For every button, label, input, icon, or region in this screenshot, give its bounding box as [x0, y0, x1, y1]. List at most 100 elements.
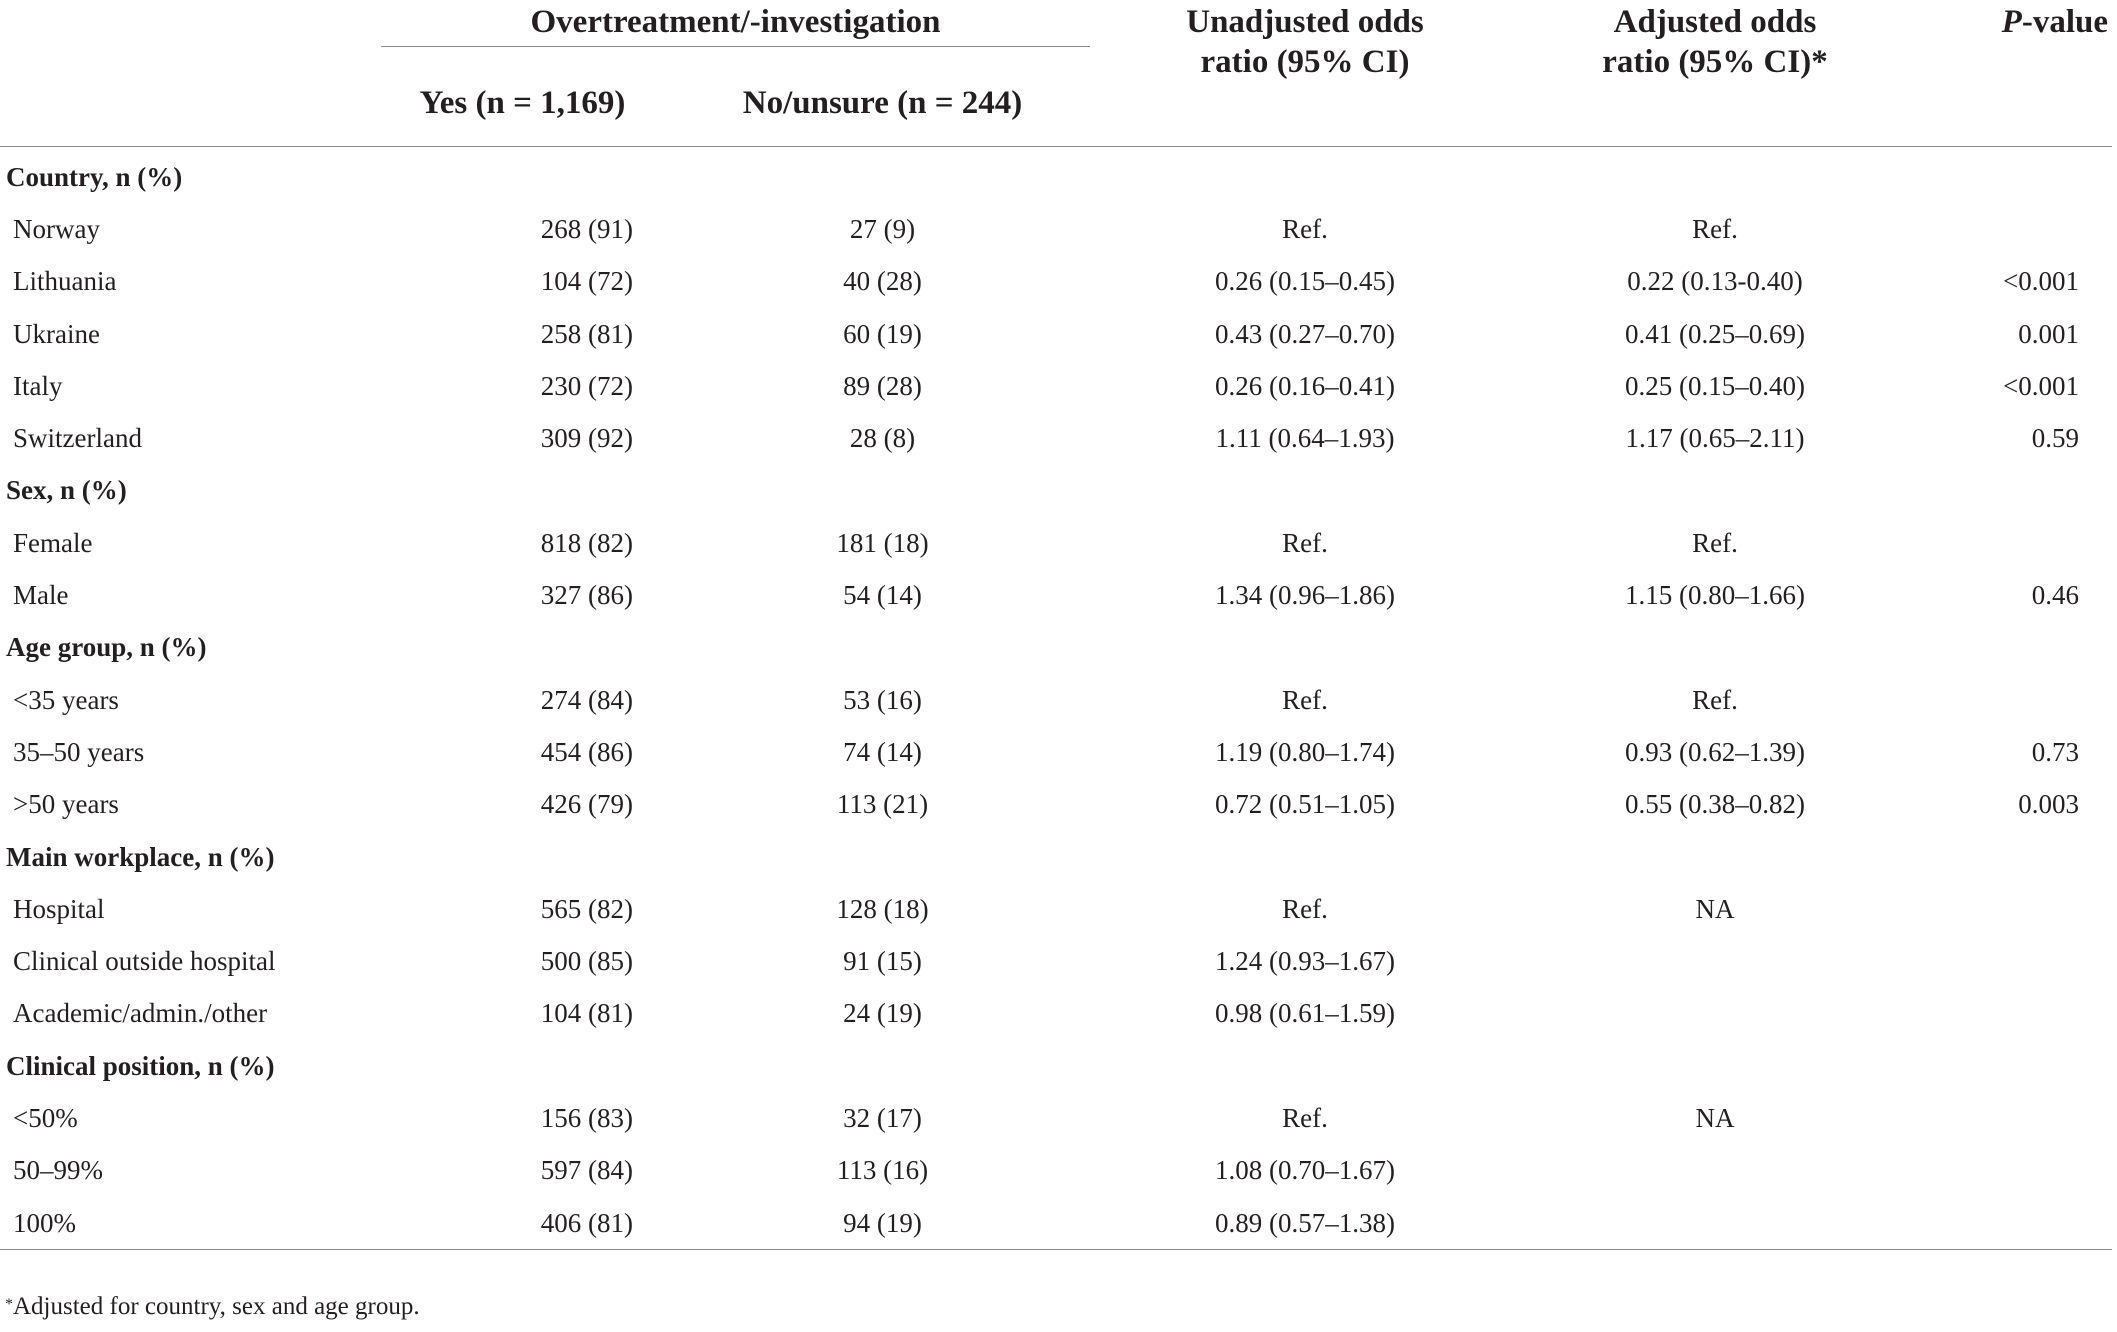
section-row: Country, n (%) [0, 147, 2112, 204]
no-unsure-count-cell: 113 (21) [836, 789, 929, 820]
p-value-header: P-value [1920, 0, 2112, 147]
adjusted-or-header-line2: ratio (95% CI)* [1602, 44, 1828, 80]
yes-count-value: 406 (81) [540, 1207, 633, 1238]
unadjusted-or-cell: 1.19 (0.80–1.74) [1215, 736, 1395, 767]
yes-count-value: 597 (84) [540, 1155, 633, 1186]
p-value-cell: 0.003 [2018, 789, 2079, 820]
p-value-cell [1920, 203, 2112, 255]
unadjusted-or-cell: 0.98 (0.61–1.59) [1215, 998, 1395, 1029]
row-label: Italy [13, 370, 63, 401]
yes-count-cell: 565 (82) [380, 883, 665, 935]
yes-count-value: 104 (81) [540, 998, 633, 1029]
yes-count-value: 104 (72) [540, 266, 633, 297]
row-label: Switzerland [13, 423, 142, 454]
p-value-cell [1920, 517, 2112, 569]
yes-count-value: 327 (86) [540, 580, 633, 611]
stub-header-bottom [0, 59, 380, 147]
no-unsure-count-cell: 113 (16) [836, 1155, 929, 1186]
row-label: Hospital [13, 893, 105, 924]
p-value-cell: 0.001 [2018, 318, 2079, 349]
row-label: Female [13, 527, 93, 558]
yes-count-value: 309 (92) [540, 423, 633, 454]
yes-count-cell: 597 (84) [380, 1145, 665, 1197]
yes-count-value: 818 (82) [540, 527, 633, 558]
unadjusted-or-cell: 1.24 (0.93–1.67) [1215, 946, 1395, 977]
unadjusted-or-cell: 1.34 (0.96–1.86) [1215, 580, 1395, 611]
unadjusted-or-cell: 0.26 (0.16–0.41) [1215, 370, 1395, 401]
row-label: Male [13, 580, 69, 611]
unadjusted-or-cell: 1.08 (0.70–1.67) [1215, 1155, 1395, 1186]
unadjusted-or-header: Unadjusted odds ratio (95% CI) [1100, 0, 1510, 147]
yes-header: Yes (n = 1,169) [380, 59, 665, 147]
section-label: Clinical position, n (%) [6, 1050, 275, 1081]
adjusted-or-cell: 0.22 (0.13-0.40) [1627, 266, 1803, 297]
table-row: Ukraine 258 (81) 60 (19) 0.43 (0.27–0.70) 0.… [0, 308, 2112, 360]
no-unsure-count-cell: 74 (14) [843, 736, 922, 767]
section-label: Age group, n (%) [6, 632, 207, 663]
no-unsure-count-cell: 54 (14) [843, 580, 922, 611]
unadjusted-or-cell: Ref. [1282, 527, 1328, 558]
yes-count-cell: 258 (81) [380, 308, 665, 360]
section-row: Age group, n (%) [0, 622, 2112, 674]
adjusted-or-cell [1510, 988, 1920, 1040]
section-row: Sex, n (%) [0, 465, 2112, 517]
row-label: Lithuania [13, 266, 117, 297]
yes-count-cell: 156 (83) [380, 1092, 665, 1144]
yes-count-cell: 309 (92) [380, 412, 665, 464]
table-header: Overtreatment/-investigation Unadjusted … [0, 0, 2112, 147]
p-value-cell [1920, 935, 2112, 987]
adjusted-or-cell [1510, 935, 1920, 987]
yes-count-value: 426 (79) [540, 789, 633, 820]
table-row: Lithuania 104 (72) 40 (28) 0.26 (0.15–0.45)… [0, 256, 2112, 308]
unadjusted-or-cell: 1.11 (0.64–1.93) [1215, 423, 1395, 454]
row-label: 100% [0, 1196, 380, 1251]
no-unsure-count-cell: 53 (16) [843, 684, 922, 715]
no-unsure-count-cell: 94 (19) [665, 1196, 1100, 1251]
adjusted-or-header-line1: Adjusted odds [1613, 4, 1817, 40]
section-label: Main workplace, n (%) [6, 841, 275, 872]
adjusted-or-header: Adjusted odds ratio (95% CI)* [1510, 0, 1920, 147]
adjusted-or-cell: Ref. [1692, 527, 1738, 558]
no-unsure-count-cell: 24 (19) [843, 998, 922, 1029]
no-unsure-count-cell: 32 (17) [843, 1102, 922, 1133]
no-unsure-count-cell: 28 (8) [849, 423, 916, 454]
no-unsure-count-cell: 40 (28) [843, 266, 922, 297]
yes-count-value: 230 (72) [540, 370, 633, 401]
yes-count-value: 258 (81) [540, 318, 633, 349]
unadjusted-or-cell: Ref. [1282, 684, 1328, 715]
p-value-cell [1920, 674, 2112, 726]
row-label: <35 years [13, 684, 119, 715]
unadjusted-or-cell: Ref. [1282, 213, 1328, 244]
section-row: Clinical position, n (%) [0, 1040, 2112, 1092]
yes-count-cell: 426 (79) [380, 779, 665, 831]
yes-count-cell: 104 (72) [380, 256, 665, 308]
yes-count-value: 565 (82) [540, 893, 633, 924]
results-table: Overtreatment/-investigation Unadjusted … [0, 0, 2112, 1251]
unadjusted-or-header-line2: ratio (95% CI) [1200, 44, 1410, 80]
yes-count-cell: 104 (81) [380, 988, 665, 1040]
group-header-label: Overtreatment/-investigation [381, 2, 1090, 47]
yes-count-cell: 230 (72) [380, 360, 665, 412]
p-value-header-rest: -value [2021, 4, 2108, 40]
yes-count-value: 500 (85) [540, 946, 633, 977]
adjusted-or-cell [1510, 1145, 1920, 1197]
yes-count-cell: 274 (84) [380, 674, 665, 726]
unadjusted-or-cell: 0.89 (0.57–1.38) [1100, 1196, 1510, 1251]
section-label: Sex, n (%) [6, 475, 127, 506]
table-row: <35 years 274 (84) 53 (16) Ref. Ref. [0, 674, 2112, 726]
adjusted-or-cell: NA [1695, 1102, 1735, 1133]
section-row: Main workplace, n (%) [0, 831, 2112, 883]
no-unsure-count-cell: 60 (19) [843, 318, 922, 349]
yes-count-value: 274 (84) [540, 684, 633, 715]
yes-count-cell: 454 (86) [380, 726, 665, 778]
p-value-cell: <0.001 [2003, 370, 2079, 401]
table-row: 100% 406 (81) 94 (19) 0.89 (0.57–1.38) [0, 1196, 2112, 1251]
table-row: >50 years 426 (79) 113 (21) 0.72 (0.51–1.05… [0, 779, 2112, 831]
no-unsure-count-cell: 181 (18) [836, 527, 929, 558]
p-value-cell: 0.59 [2031, 423, 2079, 454]
table-row: Female 818 (82) 181 (18) Ref. Ref. [0, 517, 2112, 569]
yes-count-cell: 500 (85) [380, 935, 665, 987]
row-label: <50% [13, 1102, 78, 1133]
row-label: 50–99% [13, 1155, 103, 1186]
